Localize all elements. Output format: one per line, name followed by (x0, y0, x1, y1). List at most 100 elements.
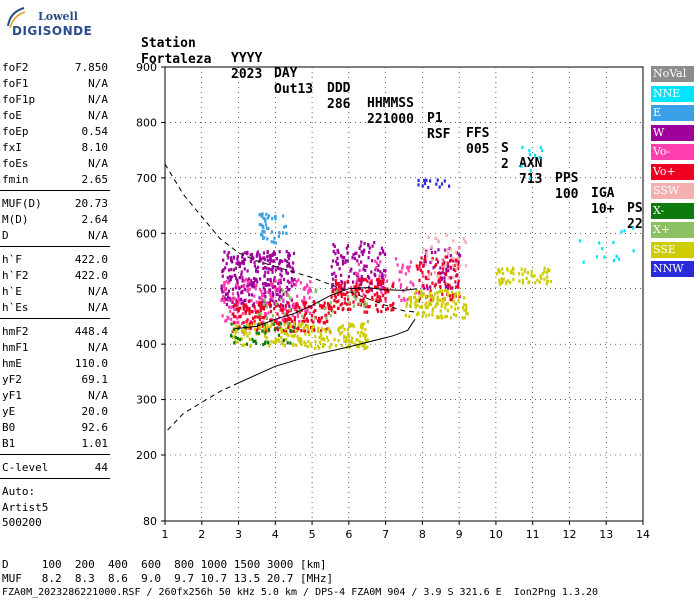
echo-point (446, 290, 449, 294)
echo-point (319, 304, 322, 308)
echo-point (408, 265, 411, 269)
echo-point (528, 176, 532, 180)
header-label: FFS (466, 126, 490, 141)
echo-point (456, 251, 459, 255)
echo-point (264, 333, 267, 337)
echo-point (250, 293, 254, 297)
echo-point (333, 299, 336, 303)
echo-point (264, 315, 267, 319)
echo-point (446, 302, 449, 306)
echo-point (231, 297, 234, 302)
echo-point (334, 279, 337, 283)
echo-point (241, 259, 244, 263)
echo-point (428, 300, 431, 304)
echo-point (443, 279, 446, 283)
echo-point (284, 291, 287, 295)
echo-point (632, 226, 635, 230)
echo-point (269, 297, 272, 302)
logo-digisonde-text: DIGISONDE (12, 24, 93, 38)
echo-point (254, 285, 257, 289)
echo-point (355, 295, 358, 299)
echo-point (455, 313, 458, 318)
echo-point (323, 343, 326, 347)
echo-point (424, 263, 427, 267)
echo-point (438, 280, 441, 284)
header-label: IGA (591, 186, 615, 201)
echo-point (271, 285, 274, 289)
echo-point (418, 264, 421, 268)
param-label: foF1 (2, 77, 29, 90)
echo-point (429, 260, 432, 265)
echo-point (440, 304, 443, 308)
echo-point (267, 328, 270, 332)
echo-point (277, 337, 280, 342)
echo-point (443, 179, 446, 183)
echo-point (382, 279, 385, 283)
echo-point (319, 331, 322, 335)
echo-point (346, 259, 349, 263)
echo-point (236, 336, 240, 341)
echo-point (327, 305, 330, 309)
echo-point (441, 316, 444, 320)
echo-point (378, 297, 381, 301)
echo-point (288, 281, 291, 285)
echo-point (391, 283, 394, 287)
echo-point (242, 320, 245, 325)
echo-point (312, 325, 315, 329)
echo-point (462, 236, 465, 240)
echo-point (352, 300, 355, 304)
param-label: foF1p (2, 93, 36, 106)
param-value: 69.1 (81, 373, 109, 386)
echo-point (307, 329, 310, 334)
echo-point (437, 272, 440, 276)
x-tick-label: 10 (489, 528, 503, 541)
echo-point (352, 295, 355, 299)
echo-point (261, 300, 264, 304)
echo-point (336, 248, 339, 253)
echo-point (364, 300, 367, 304)
param-value: 2.64 (81, 213, 109, 226)
echo-point (409, 304, 412, 309)
echo-point (287, 294, 290, 298)
echo-point (229, 298, 232, 302)
param-row: h`E N/A (2, 284, 108, 300)
echo-point (371, 295, 374, 299)
echo-point (420, 304, 423, 309)
echo-point (398, 270, 401, 274)
echo-point (441, 302, 444, 307)
echo-point (380, 291, 383, 295)
echo-point (329, 331, 332, 335)
echo-point (364, 294, 367, 298)
echo-point (364, 277, 367, 282)
echo-point (427, 275, 430, 279)
echo-point (287, 251, 290, 256)
param-row: yF2 69.1 (2, 372, 108, 388)
echo-point (223, 280, 226, 285)
echo-point (309, 342, 312, 346)
echo-point (347, 338, 351, 342)
echo-point (280, 328, 283, 332)
echo-point (417, 311, 420, 315)
echo-point (279, 267, 282, 271)
echo-point (227, 268, 231, 272)
echo-point (361, 252, 364, 256)
echo-point (309, 288, 312, 293)
echo-point (263, 327, 266, 331)
echo-point (436, 291, 439, 295)
echo-point (247, 299, 250, 304)
echo-point (447, 276, 450, 280)
echo-point (289, 296, 292, 300)
echo-point (330, 265, 333, 269)
echo-point (244, 311, 247, 315)
echo-point (261, 315, 264, 319)
echo-point (236, 284, 239, 288)
param-value: 2.65 (81, 173, 109, 186)
echo-point (427, 313, 430, 317)
echo-point (370, 270, 373, 274)
param-row: foF1p N/A (2, 92, 108, 108)
echo-point (406, 266, 410, 270)
echo-point (267, 267, 270, 271)
echo-point (410, 300, 413, 304)
echo-point (496, 272, 499, 276)
y-tick-label: 80 (143, 515, 157, 528)
